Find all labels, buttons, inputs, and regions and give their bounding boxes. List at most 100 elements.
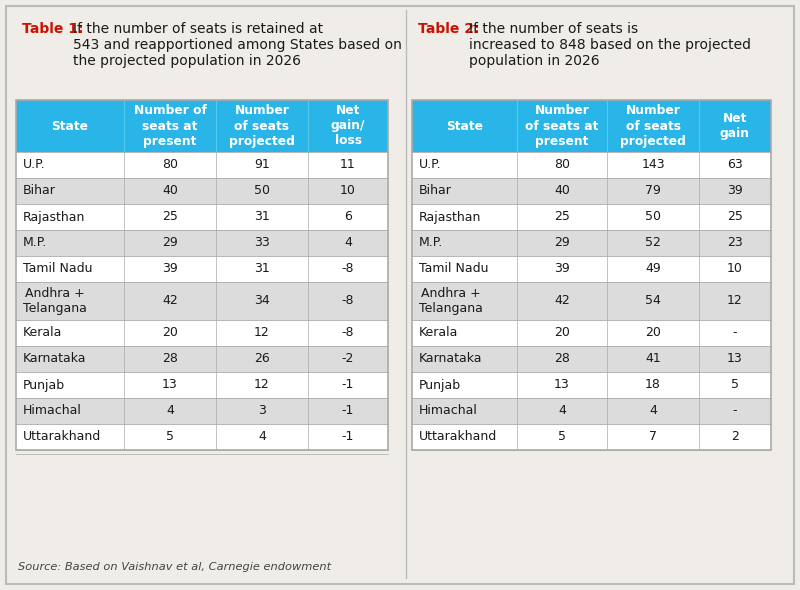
Text: Uttarakhand: Uttarakhand [419, 431, 498, 444]
Bar [16, 100, 124, 152]
Text: 12: 12 [254, 326, 270, 339]
Text: Bihar: Bihar [419, 185, 452, 198]
Text: -1: -1 [342, 431, 354, 444]
Text: 26: 26 [254, 352, 270, 365]
Text: U.P.: U.P. [419, 159, 442, 172]
Text: Rajasthan: Rajasthan [23, 211, 86, 224]
Text: 41: 41 [645, 352, 661, 365]
Text: Kerala: Kerala [23, 326, 62, 339]
Text: -8: -8 [342, 294, 354, 307]
Text: 4: 4 [258, 431, 266, 444]
Text: Table 1:: Table 1: [22, 22, 83, 36]
Text: Bihar: Bihar [23, 185, 56, 198]
Bar [412, 178, 771, 204]
Bar [412, 320, 771, 346]
Text: 10: 10 [727, 263, 743, 276]
Text: 10: 10 [340, 185, 356, 198]
Bar [412, 256, 771, 282]
Text: If the number of seats is
increased to 848 based on the projected
population in : If the number of seats is increased to 8… [469, 22, 751, 68]
Text: 13: 13 [162, 379, 178, 392]
Text: 28: 28 [162, 352, 178, 365]
Text: 31: 31 [254, 211, 270, 224]
Text: 11: 11 [340, 159, 356, 172]
Text: 12: 12 [254, 379, 270, 392]
Text: 40: 40 [554, 185, 570, 198]
Text: 29: 29 [162, 237, 178, 250]
Text: 31: 31 [254, 263, 270, 276]
Text: 12: 12 [727, 294, 743, 307]
Text: Kerala: Kerala [419, 326, 458, 339]
Text: 13: 13 [727, 352, 743, 365]
Text: -1: -1 [342, 379, 354, 392]
Text: Himachal: Himachal [23, 405, 82, 418]
Text: Tamil Nadu: Tamil Nadu [419, 263, 489, 276]
Bar [16, 100, 388, 450]
Text: 42: 42 [554, 294, 570, 307]
Text: 79: 79 [645, 185, 661, 198]
Text: Rajasthan: Rajasthan [419, 211, 482, 224]
Bar [412, 100, 771, 450]
Bar [517, 100, 607, 152]
Text: 7: 7 [649, 431, 657, 444]
Text: 25: 25 [554, 211, 570, 224]
Bar [412, 372, 771, 398]
Text: 49: 49 [645, 263, 661, 276]
Text: 80: 80 [162, 159, 178, 172]
Bar [607, 100, 699, 152]
Text: -8: -8 [342, 326, 354, 339]
Text: 39: 39 [162, 263, 178, 276]
Text: 29: 29 [554, 237, 570, 250]
Bar [308, 100, 388, 152]
Text: Punjab: Punjab [23, 379, 65, 392]
Bar [16, 256, 388, 282]
Text: State: State [51, 120, 89, 133]
Text: State: State [446, 120, 483, 133]
Text: 5: 5 [731, 379, 739, 392]
Text: Source: Based on Vaishnav et al, Carnegie endowment: Source: Based on Vaishnav et al, Carnegi… [18, 562, 331, 572]
Text: 28: 28 [554, 352, 570, 365]
Text: -: - [733, 405, 738, 418]
Text: M.P.: M.P. [419, 237, 443, 250]
Text: 25: 25 [727, 211, 743, 224]
Text: 18: 18 [645, 379, 661, 392]
Bar [16, 424, 388, 450]
Text: 20: 20 [554, 326, 570, 339]
Text: 63: 63 [727, 159, 743, 172]
Text: Number of
seats at
present: Number of seats at present [134, 104, 206, 148]
Text: 5: 5 [166, 431, 174, 444]
Text: -: - [733, 326, 738, 339]
Text: Table 2:: Table 2: [418, 22, 479, 36]
Text: Number
of seats
projected: Number of seats projected [620, 104, 686, 148]
Bar [16, 204, 388, 230]
Text: 2: 2 [731, 431, 739, 444]
Text: Andhra +
Telangana: Andhra + Telangana [419, 287, 483, 315]
Text: -2: -2 [342, 352, 354, 365]
Text: 23: 23 [727, 237, 743, 250]
Text: 91: 91 [254, 159, 270, 172]
Bar [16, 372, 388, 398]
Text: 5: 5 [558, 431, 566, 444]
Bar [16, 398, 388, 424]
Text: 42: 42 [162, 294, 178, 307]
Text: 143: 143 [641, 159, 665, 172]
Text: 54: 54 [645, 294, 661, 307]
Bar [216, 100, 308, 152]
Text: 20: 20 [645, 326, 661, 339]
Text: If the number of seats is retained at
543 and reapportioned among States based o: If the number of seats is retained at 54… [73, 22, 402, 68]
Text: 4: 4 [344, 237, 352, 250]
Text: 52: 52 [645, 237, 661, 250]
Text: 40: 40 [162, 185, 178, 198]
Text: 33: 33 [254, 237, 270, 250]
Bar [16, 152, 388, 178]
Bar [412, 230, 771, 256]
Text: Karnataka: Karnataka [419, 352, 482, 365]
Text: Number
of seats
projected: Number of seats projected [229, 104, 295, 148]
Text: M.P.: M.P. [23, 237, 47, 250]
Bar [412, 398, 771, 424]
Text: 39: 39 [727, 185, 743, 198]
Bar [16, 320, 388, 346]
Bar [16, 346, 388, 372]
Text: Number
of seats at
present: Number of seats at present [526, 104, 598, 148]
Text: 13: 13 [554, 379, 570, 392]
Bar [412, 100, 517, 152]
